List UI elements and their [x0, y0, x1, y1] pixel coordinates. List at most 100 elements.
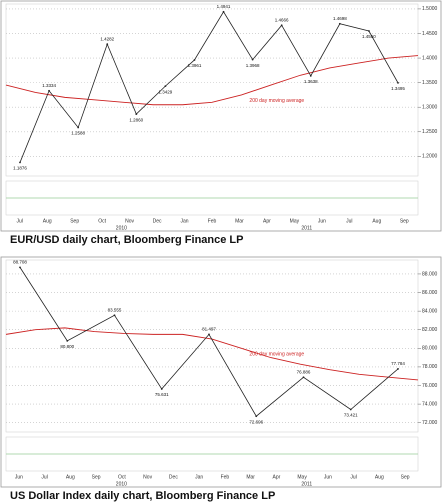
price-point: [66, 339, 69, 342]
price-annotation: 1.1876: [13, 166, 27, 171]
price-point: [48, 89, 50, 92]
x-tick-label: Feb: [221, 474, 230, 480]
x-tick-label: Sep: [401, 474, 410, 480]
price-point: [135, 113, 138, 115]
y-tick-label: 74.000: [422, 401, 438, 407]
plot-area: [5, 259, 419, 433]
y-tick-label: 72.000: [422, 420, 438, 426]
x-tick-label: Jun: [318, 218, 326, 224]
x-tick-label: Dec: [153, 218, 162, 224]
x-tick-label: Jun: [324, 474, 332, 480]
x-tick-label: Sep: [92, 474, 101, 480]
x-tick-label: May: [297, 474, 307, 480]
price-point: [164, 85, 167, 88]
x-tick-label: Aug: [375, 474, 384, 480]
price-annotation: 1.2588: [71, 131, 85, 136]
price-annotation: 77.784: [391, 361, 405, 366]
price-point: [222, 10, 225, 13]
x-tick-label: Dec: [169, 474, 178, 480]
price-annotation: 1.4666: [275, 18, 289, 23]
y-tick-label: 86.000: [422, 290, 438, 296]
price-annotation: 80.800: [60, 344, 74, 349]
price-point: [368, 30, 370, 32]
price-point: [251, 58, 254, 61]
x-tick-label: Nov: [125, 218, 134, 224]
x-tick-label: Jul: [17, 218, 23, 224]
price-point: [309, 74, 312, 77]
moving-average-label: 200 day moving average: [249, 98, 304, 104]
x-tick-label: Sep: [400, 218, 409, 224]
x-tick-label: Jun: [15, 474, 23, 480]
chart-caption: EUR/USD daily chart, Bloomberg Finance L…: [10, 234, 244, 246]
price-point: [338, 22, 341, 25]
y-tick-label: 1.3500: [422, 80, 438, 86]
x-tick-label: Sep: [70, 218, 79, 224]
y-tick-label: 88.000: [422, 271, 438, 277]
price-annotation: 88.708: [13, 260, 27, 265]
y-tick-label: 1.5000: [422, 6, 438, 12]
price-point: [106, 43, 109, 46]
price-annotation: 1.3638: [304, 79, 318, 84]
price-annotation: 1.3429: [159, 89, 173, 94]
price-annotation: 1.4550: [362, 34, 376, 39]
x-tick-label: Aug: [66, 474, 75, 480]
y-tick-label: 1.2000: [422, 154, 438, 160]
price-point: [19, 266, 21, 269]
x-tick-label: Jul: [350, 474, 356, 480]
price-annotation: 1.3968: [246, 63, 260, 68]
price-annotation: 81.497: [202, 327, 216, 332]
price-point: [19, 161, 21, 164]
price-annotation: 1.4941: [217, 4, 231, 9]
price-point: [160, 388, 163, 390]
price-annotation: 76.886: [297, 369, 311, 374]
x-tick-label: Mar: [235, 218, 244, 224]
x-tick-label: Nov: [143, 474, 152, 480]
price-point: [113, 314, 116, 317]
x-tick-label: Aug: [43, 218, 52, 224]
chart-frame: [0, 256, 442, 488]
price-point: [255, 415, 258, 418]
x-tick-label: Jul: [41, 474, 47, 480]
y-tick-label: 78.000: [422, 364, 438, 370]
x-tick-label: May: [290, 218, 300, 224]
x-tick-label: Oct: [98, 218, 106, 224]
x-tick-label: Feb: [208, 218, 217, 224]
price-line: [19, 11, 399, 163]
x-tick-label: Jan: [181, 218, 189, 224]
x-tick-label: Oct: [118, 474, 126, 480]
year-label: 2011: [301, 481, 312, 487]
year-label: 2010: [116, 481, 127, 487]
y-tick-label: 1.2500: [422, 129, 438, 135]
price-annotation: 1.4282: [100, 36, 114, 41]
x-tick-label: Apr: [272, 474, 280, 480]
y-tick-label: 76.000: [422, 383, 438, 389]
y-tick-label: 1.4500: [422, 31, 438, 37]
year-label: 2011: [301, 225, 312, 231]
price-annotation: 1.3495: [391, 86, 405, 91]
price-annotation: 72.696: [249, 419, 263, 424]
price-point: [77, 126, 80, 129]
price-annotation: 1.4698: [333, 16, 347, 21]
x-tick-label: Jul: [346, 218, 352, 224]
price-point: [193, 59, 196, 61]
moving-average-line: [5, 55, 419, 106]
price-point: [349, 408, 352, 411]
x-tick-label: Apr: [263, 218, 271, 224]
y-tick-label: 80.000: [422, 346, 438, 352]
moving-average-label: 200 day moving average: [249, 352, 304, 358]
price-point: [397, 81, 399, 84]
y-tick-label: 1.4000: [422, 55, 438, 61]
price-point: [280, 24, 283, 27]
plot-area: [5, 3, 419, 177]
y-tick-label: 1.3000: [422, 105, 438, 111]
price-annotation: 75.631: [155, 392, 169, 397]
price-annotation: 1.2860: [129, 117, 143, 122]
y-tick-label: 82.000: [422, 327, 438, 333]
price-point: [208, 333, 210, 336]
price-annotation: 73.421: [344, 413, 358, 418]
price-annotation: 1.3334: [42, 83, 56, 88]
chart-caption: US Dollar Index daily chart, Bloomberg F…: [10, 490, 275, 502]
price-annotation: 1.3961: [188, 63, 202, 68]
price-point: [397, 368, 399, 370]
